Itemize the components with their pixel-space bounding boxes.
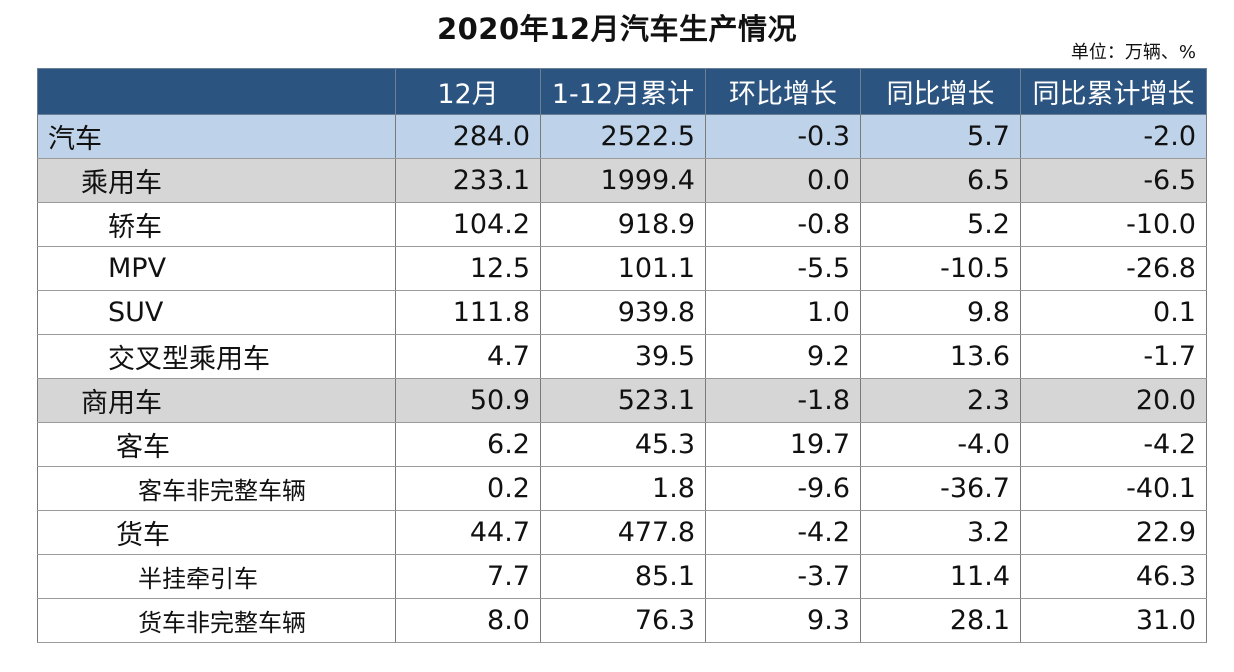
cumulative-value-cell: 1999.4 xyxy=(540,158,706,203)
header-cumulative: 1-12月累计 xyxy=(540,68,706,115)
table-row: 客车 6.2 45.3 19.7 -4.0 -4.2 xyxy=(37,422,1207,467)
mom-growth-cell: 9.2 xyxy=(705,334,861,379)
month-value-cell: 0.2 xyxy=(395,466,541,511)
table-row: 商用车 50.9 523.1 -1.8 2.3 20.0 xyxy=(37,378,1207,423)
yoy-growth-cell: 2.3 xyxy=(860,378,1021,423)
row-name-cell: 客车 xyxy=(37,422,396,467)
mom-growth-cell: -5.5 xyxy=(705,246,861,291)
yoy-growth-cell: 3.2 xyxy=(860,510,1021,555)
yoy-cumulative-growth-cell: -4.2 xyxy=(1020,422,1207,467)
cumulative-value-cell: 523.1 xyxy=(540,378,706,423)
row-name-cell: 货车非完整车辆 xyxy=(37,598,396,643)
cumulative-value-cell: 101.1 xyxy=(540,246,706,291)
yoy-growth-cell: -4.0 xyxy=(860,422,1021,467)
cumulative-value-cell: 939.8 xyxy=(540,290,706,335)
header-yoy-cumulative-growth: 同比累计增长 xyxy=(1020,68,1207,115)
header-yoy-growth: 同比增长 xyxy=(860,68,1021,115)
yoy-cumulative-growth-cell: -10.0 xyxy=(1020,202,1207,247)
mom-growth-cell: -3.7 xyxy=(705,554,861,599)
table-row: 乘用车 233.1 1999.4 0.0 6.5 -6.5 xyxy=(37,158,1207,203)
row-name-cell: MPV xyxy=(37,246,396,291)
yoy-growth-cell: 6.5 xyxy=(860,158,1021,203)
row-name-cell: 乘用车 xyxy=(37,158,396,203)
yoy-cumulative-growth-cell: 31.0 xyxy=(1020,598,1207,643)
yoy-growth-cell: 28.1 xyxy=(860,598,1021,643)
cumulative-value-cell: 918.9 xyxy=(540,202,706,247)
yoy-growth-cell: 13.6 xyxy=(860,334,1021,379)
table-row: 汽车 284.0 2522.5 -0.3 5.7 -2.0 xyxy=(37,114,1207,159)
mom-growth-cell: -0.3 xyxy=(705,114,861,159)
table-row: 货车 44.7 477.8 -4.2 3.2 22.9 xyxy=(37,510,1207,555)
table-row: 客车非完整车辆 0.2 1.8 -9.6 -36.7 -40.1 xyxy=(37,466,1207,511)
row-name-cell: 商用车 xyxy=(37,378,396,423)
table-row: 货车非完整车辆 8.0 76.3 9.3 28.1 31.0 xyxy=(37,598,1207,643)
yoy-growth-cell: -36.7 xyxy=(860,466,1021,511)
table-row: 半挂牵引车 7.7 85.1 -3.7 11.4 46.3 xyxy=(37,554,1207,599)
cumulative-value-cell: 45.3 xyxy=(540,422,706,467)
cumulative-value-cell: 2522.5 xyxy=(540,114,706,159)
cumulative-value-cell: 85.1 xyxy=(540,554,706,599)
month-value-cell: 6.2 xyxy=(395,422,541,467)
yoy-growth-cell: 11.4 xyxy=(860,554,1021,599)
row-name-cell: 轿车 xyxy=(37,202,396,247)
month-value-cell: 284.0 xyxy=(395,114,541,159)
mom-growth-cell: 0.0 xyxy=(705,158,861,203)
table-row: MPV 12.5 101.1 -5.5 -10.5 -26.8 xyxy=(37,246,1207,291)
row-name-cell: 客车非完整车辆 xyxy=(37,466,396,511)
table-row: 轿车 104.2 918.9 -0.8 5.2 -10.0 xyxy=(37,202,1207,247)
row-name-cell: 汽车 xyxy=(37,114,396,159)
cumulative-value-cell: 1.8 xyxy=(540,466,706,511)
yoy-cumulative-growth-cell: 22.9 xyxy=(1020,510,1207,555)
header-month: 12月 xyxy=(395,68,541,115)
row-name-cell: SUV xyxy=(37,290,396,335)
mom-growth-cell: 9.3 xyxy=(705,598,861,643)
yoy-cumulative-growth-cell: 0.1 xyxy=(1020,290,1207,335)
yoy-growth-cell: -10.5 xyxy=(860,246,1021,291)
yoy-growth-cell: 5.2 xyxy=(860,202,1021,247)
row-name-cell: 半挂牵引车 xyxy=(37,554,396,599)
month-value-cell: 111.8 xyxy=(395,290,541,335)
mom-growth-cell: -4.2 xyxy=(705,510,861,555)
month-value-cell: 44.7 xyxy=(395,510,541,555)
mom-growth-cell: -9.6 xyxy=(705,466,861,511)
table-body: 汽车 284.0 2522.5 -0.3 5.7 -2.0 乘用车 233.1 1999.4 0.… xyxy=(37,114,1207,643)
month-value-cell: 233.1 xyxy=(395,158,541,203)
cumulative-value-cell: 39.5 xyxy=(540,334,706,379)
yoy-cumulative-growth-cell: -40.1 xyxy=(1020,466,1207,511)
cumulative-value-cell: 76.3 xyxy=(540,598,706,643)
row-name-cell: 交叉型乘用车 xyxy=(37,334,396,379)
yoy-growth-cell: 5.7 xyxy=(860,114,1021,159)
mom-growth-cell: 1.0 xyxy=(705,290,861,335)
header-name xyxy=(37,68,396,115)
page-title: 2020年12月汽车生产情况 xyxy=(436,12,798,46)
table-row: SUV 111.8 939.8 1.0 9.8 0.1 xyxy=(37,290,1207,335)
month-value-cell: 104.2 xyxy=(395,202,541,247)
production-table: 12月 1-12月累计 环比增长 同比增长 同比累计增长 汽车 284.0 2522… xyxy=(37,68,1207,643)
mom-growth-cell: -1.8 xyxy=(705,378,861,423)
yoy-cumulative-growth-cell: -1.7 xyxy=(1020,334,1207,379)
yoy-cumulative-growth-cell: -2.0 xyxy=(1020,114,1207,159)
month-value-cell: 4.7 xyxy=(395,334,541,379)
row-name-cell: 货车 xyxy=(37,510,396,555)
yoy-cumulative-growth-cell: 20.0 xyxy=(1020,378,1207,423)
table-header-row: 12月 1-12月累计 环比增长 同比增长 同比累计增长 xyxy=(37,68,1207,115)
mom-growth-cell: 19.7 xyxy=(705,422,861,467)
unit-label: 单位：万辆、% xyxy=(1070,42,1196,63)
yoy-cumulative-growth-cell: -6.5 xyxy=(1020,158,1207,203)
yoy-cumulative-growth-cell: -26.8 xyxy=(1020,246,1207,291)
table-row: 交叉型乘用车 4.7 39.5 9.2 13.6 -1.7 xyxy=(37,334,1207,379)
yoy-growth-cell: 9.8 xyxy=(860,290,1021,335)
cumulative-value-cell: 477.8 xyxy=(540,510,706,555)
mom-growth-cell: -0.8 xyxy=(705,202,861,247)
header-mom-growth: 环比增长 xyxy=(705,68,861,115)
month-value-cell: 8.0 xyxy=(395,598,541,643)
yoy-cumulative-growth-cell: 46.3 xyxy=(1020,554,1207,599)
month-value-cell: 50.9 xyxy=(395,378,541,423)
month-value-cell: 12.5 xyxy=(395,246,541,291)
month-value-cell: 7.7 xyxy=(395,554,541,599)
